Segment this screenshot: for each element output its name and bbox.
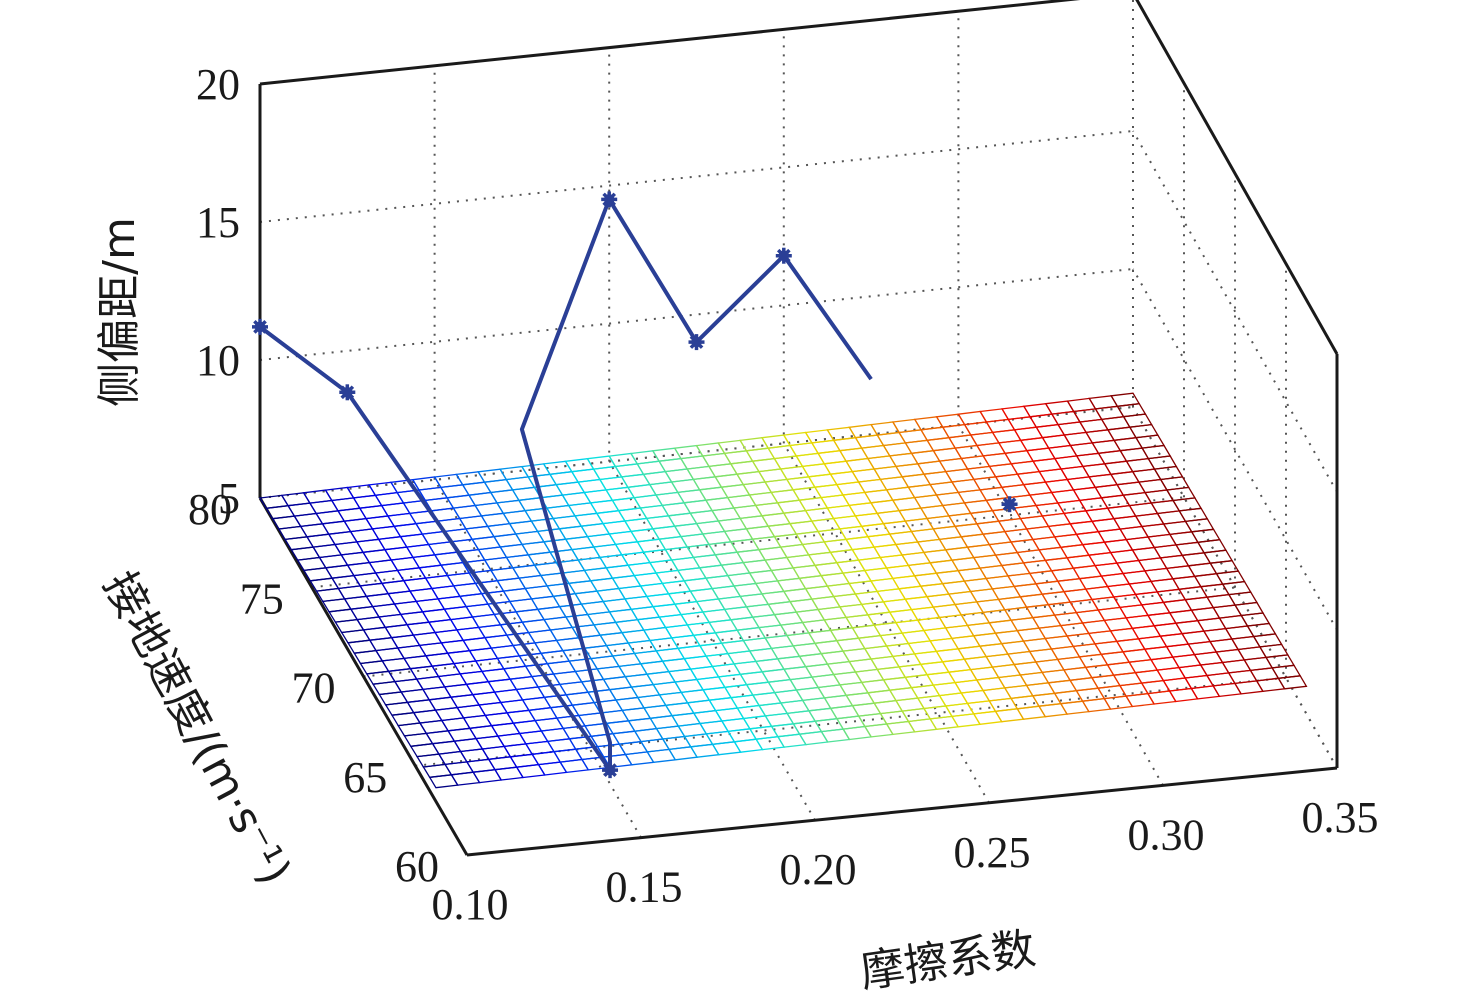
surface-cell — [673, 444, 704, 460]
series-marker — [339, 384, 356, 401]
grid-line-x-floor — [957, 424, 1164, 786]
surface-cell — [477, 468, 508, 483]
x-axis-line — [466, 766, 1338, 857]
axes-box — [258, 0, 1339, 857]
x-tick-label: 0.30 — [1128, 810, 1205, 859]
y-tick-label: 65 — [343, 753, 387, 802]
y-tick-label: 80 — [188, 485, 232, 534]
y-tick-label: 60 — [395, 842, 439, 891]
x-axis-title: 摩擦系数 — [857, 923, 1038, 998]
data-series — [252, 191, 1018, 779]
grid-line-y-floor — [311, 496, 1185, 589]
surface-cell — [891, 418, 923, 434]
surface-cell — [1088, 395, 1119, 410]
box-top-right-edge — [1135, 0, 1339, 355]
surface-cell — [608, 452, 639, 468]
surface-cell — [717, 439, 748, 455]
y-tick-label: 70 — [292, 664, 336, 713]
y-axis-line — [258, 497, 469, 856]
series-marker — [601, 191, 618, 208]
z-tick-label: 10 — [196, 336, 240, 385]
surface-cell — [302, 489, 333, 504]
surface-cell — [455, 471, 486, 486]
surface-cell — [826, 426, 857, 441]
surface-cell — [411, 476, 442, 491]
surface-cell — [1022, 403, 1053, 418]
surface-cell — [1066, 397, 1097, 413]
series-marker — [688, 334, 705, 351]
x-tick-label: 0.10 — [432, 880, 509, 929]
box-top-back-edge — [259, 0, 1081, 86]
surface-cell — [870, 421, 901, 436]
surface-cell — [913, 416, 944, 431]
series-marker — [775, 247, 792, 264]
surface-cell — [979, 408, 1010, 423]
surface-mesh — [258, 392, 1308, 789]
series-marker — [602, 762, 619, 779]
surface-cell — [651, 447, 682, 462]
surface-cell — [760, 434, 792, 449]
grid-line-z-side — [1132, 130, 1338, 493]
series-marker — [252, 318, 268, 335]
grid-line-z-side — [1132, 268, 1338, 631]
grid-line-x-floor — [608, 461, 816, 821]
surface-cell — [957, 410, 988, 426]
z-tick-label: 5 — [218, 474, 240, 523]
x-tick-label: 0.20 — [780, 845, 857, 894]
surface-cell — [739, 437, 770, 452]
series-marker — [1001, 496, 1018, 513]
x-tick-label: 0.15 — [606, 863, 683, 912]
grid-line-z-back — [259, 130, 1134, 223]
surface-cell — [324, 486, 355, 502]
grid-line-y-floor — [363, 586, 1236, 678]
y-tick-label: 75 — [240, 574, 284, 623]
surface-cell — [564, 458, 595, 473]
surface-cell — [280, 492, 311, 507]
surface-cell — [1044, 400, 1075, 415]
surface-cell — [1001, 405, 1032, 421]
surface-cell — [695, 442, 726, 457]
x-tick-label: 0.35 — [1302, 793, 1379, 842]
surface-cell — [804, 429, 835, 444]
surface-cell — [1110, 392, 1141, 407]
x-tick-label: 0.25 — [954, 828, 1031, 877]
z-axis-title: 侧偏距/m — [94, 217, 145, 407]
surface-cell — [346, 484, 377, 499]
surface-cell — [499, 465, 530, 481]
series-line — [258, 197, 873, 773]
surface-cell — [782, 431, 813, 447]
z-tick-label: 20 — [196, 60, 240, 109]
surface-cell — [368, 481, 399, 496]
z-tick-label: 15 — [196, 198, 240, 247]
surface-cell — [848, 423, 879, 439]
axis-titles: 侧偏距/m 接地速度/(m·s⁻¹) 摩擦系数 — [93, 217, 1039, 998]
